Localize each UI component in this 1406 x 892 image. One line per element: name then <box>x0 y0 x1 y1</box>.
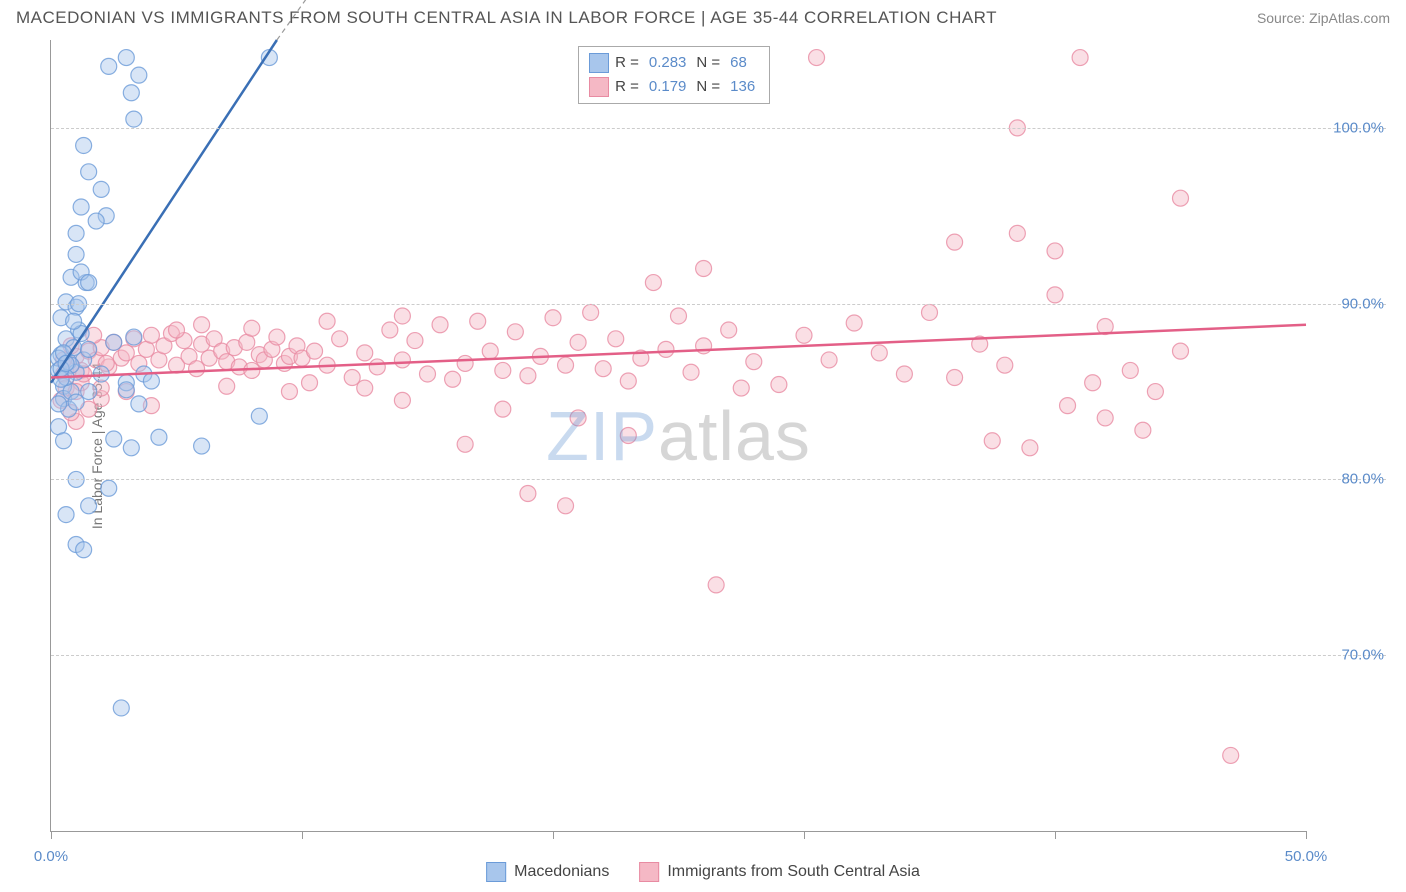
x-tick <box>553 831 554 839</box>
correlation-legend: R = 0.283 N = 68 R = 0.179 N = 136 <box>578 46 770 104</box>
legend-r-label: R = <box>615 51 639 75</box>
legend-r-value: 0.179 <box>645 75 691 99</box>
series-label: Immigrants from South Central Asia <box>667 863 920 881</box>
y-tick-label: 90.0% <box>1341 295 1384 312</box>
chart-plot-area: R = 0.283 N = 68 R = 0.179 N = 136 ZIPat… <box>50 40 1306 832</box>
x-tick-label: 50.0% <box>1285 848 1328 865</box>
x-tick <box>1055 831 1056 839</box>
series-legend-item: Immigrants from South Central Asia <box>639 862 920 882</box>
legend-swatch-icon <box>639 862 659 882</box>
legend-swatch-icon <box>589 77 609 97</box>
gridline <box>51 655 1386 656</box>
y-tick-label: 70.0% <box>1341 647 1384 664</box>
scatter-svg <box>51 40 1306 831</box>
legend-n-label: N = <box>696 51 720 75</box>
x-tick-label: 0.0% <box>34 848 68 865</box>
x-tick <box>51 831 52 839</box>
series-legend: Macedonians Immigrants from South Centra… <box>486 862 920 882</box>
legend-r-label: R = <box>615 75 639 99</box>
chart-header: MACEDONIAN VS IMMIGRANTS FROM SOUTH CENT… <box>0 0 1406 32</box>
x-tick <box>302 831 303 839</box>
series-label: Macedonians <box>514 863 609 881</box>
gridline <box>51 304 1386 305</box>
legend-swatch-icon <box>486 862 506 882</box>
gridline <box>51 479 1386 480</box>
legend-n-label: N = <box>696 75 720 99</box>
x-tick <box>804 831 805 839</box>
legend-row: R = 0.283 N = 68 <box>589 51 759 75</box>
legend-row: R = 0.179 N = 136 <box>589 75 759 99</box>
y-tick-label: 80.0% <box>1341 471 1384 488</box>
legend-n-value: 136 <box>726 75 759 99</box>
chart-title: MACEDONIAN VS IMMIGRANTS FROM SOUTH CENT… <box>16 8 997 28</box>
legend-n-value: 68 <box>726 51 751 75</box>
y-tick-label: 100.0% <box>1333 119 1384 136</box>
gridline <box>51 128 1386 129</box>
source-label: Source: ZipAtlas.com <box>1257 10 1390 26</box>
x-tick <box>1306 831 1307 839</box>
series-legend-item: Macedonians <box>486 862 609 882</box>
legend-r-value: 0.283 <box>645 51 691 75</box>
legend-swatch-icon <box>589 53 609 73</box>
